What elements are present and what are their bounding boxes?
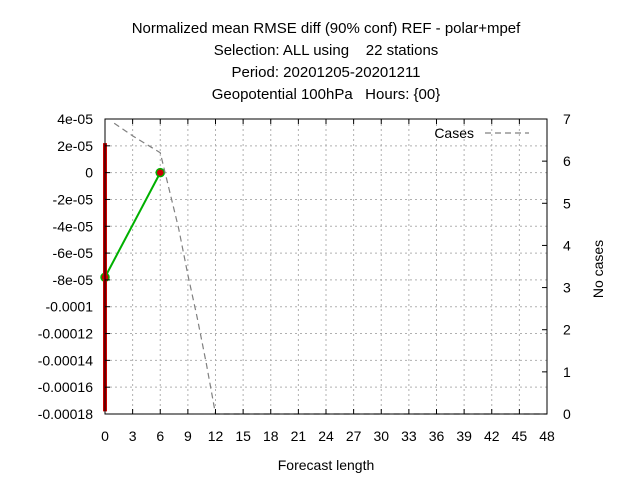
axes: 0 3 6 9 12 15 18 21 24 27 30 33 36 39 42 45 484e-052e-05…	[38, 111, 571, 444]
y2-tick-label: 7	[563, 111, 571, 127]
y-tick-label: -0.00012	[38, 326, 93, 342]
y-tick-label: 4e-05	[57, 111, 93, 127]
y2-tick-label: 1	[563, 364, 571, 380]
y2-axis-label: No cases	[590, 240, 606, 298]
plot-frame	[104, 118, 548, 415]
legend-label-cases: Cases	[434, 125, 474, 141]
x-tick-label: 21	[291, 428, 307, 444]
series-layer	[100, 122, 547, 415]
y-tick-label: -4e-05	[53, 218, 94, 234]
x-tick-label: 33	[401, 428, 417, 444]
x-tick-label: 3	[129, 428, 137, 444]
x-tick-label: 24	[318, 428, 334, 444]
x-tick-label: 6	[156, 428, 164, 444]
grid	[105, 119, 547, 414]
chart-title: Normalized mean RMSE diff (90% conf) REF…	[0, 18, 640, 106]
y2-tick-label: 5	[563, 195, 571, 211]
title-line-3: Period: 20201205-20201211	[231, 64, 421, 81]
title-line-2: Selection: ALL using 22 stations	[213, 42, 439, 59]
title-line-1: Normalized mean RMSE diff (90% conf) REF…	[131, 20, 521, 37]
x-tick-label: 0	[101, 428, 109, 444]
y-tick-label: -0.00018	[38, 406, 93, 422]
x-tick-label: 36	[429, 428, 445, 444]
y-tick-label: -0.00016	[38, 379, 93, 395]
x-tick-label: 9	[184, 428, 192, 444]
x-tick-label: 45	[512, 428, 528, 444]
y-tick-label: 2e-05	[57, 138, 93, 154]
legend: Cases	[434, 125, 529, 141]
x-axis-label: Forecast length	[278, 457, 375, 473]
y-tick-label: 0	[85, 165, 93, 181]
y2-tick-label: 2	[563, 322, 571, 338]
mean-diff-line	[104, 172, 162, 278]
y-tick-label: -0.0001	[46, 299, 94, 315]
title-line-4: Geopotential 100hPa Hours: {00}	[211, 86, 441, 103]
y2-tick-label: 0	[563, 406, 571, 422]
y2-tick-label: 6	[563, 153, 571, 169]
x-tick-label: 12	[208, 428, 224, 444]
y-tick-label: -6e-05	[53, 245, 94, 261]
x-tick-label: 18	[263, 428, 279, 444]
x-tick-label: 15	[235, 428, 251, 444]
y-tick-label: -2e-05	[53, 191, 94, 207]
x-tick-label: 39	[456, 428, 472, 444]
axis-labels: Forecast length No cases	[278, 240, 606, 473]
x-tick-label: 30	[373, 428, 389, 444]
y-tick-label: -0.00014	[38, 352, 93, 368]
cases-line	[113, 122, 547, 415]
x-tick-label: 48	[539, 428, 555, 444]
x-tick-label: 42	[484, 428, 500, 444]
x-tick-label: 27	[346, 428, 362, 444]
y2-tick-label: 3	[563, 280, 571, 296]
y2-tick-label: 4	[563, 237, 571, 253]
y-tick-label: -8e-05	[53, 272, 94, 288]
